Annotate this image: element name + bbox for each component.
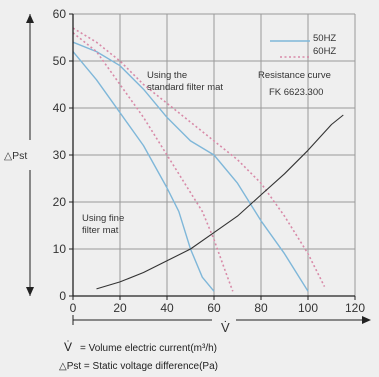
- y-tick-label-60: 60: [53, 7, 67, 21]
- footnote: V̇ = Volume electric current(m³/h) △Pst …: [59, 340, 218, 372]
- annotation-resistance-line1: Resistance curve: [258, 70, 331, 81]
- y-axis-label: △Pst: [4, 150, 27, 162]
- y-arrowhead-up: [26, 14, 34, 23]
- grid: [72, 13, 356, 297]
- footnote-pressure: △Pst = Static voltage difference(Pa): [59, 361, 218, 372]
- series-line-resistance-curve: [96, 114, 344, 290]
- series-line-fine-60hz: [72, 32, 234, 292]
- x-tick-label-0: 0: [70, 301, 77, 315]
- y-arrowhead-down: [26, 287, 34, 296]
- annotations: Using the standard filter mat Resistance…: [82, 70, 331, 236]
- footnote-volume: = Volume electric current(m³/h): [80, 343, 217, 354]
- axes: [26, 13, 371, 325]
- series-layer: [72, 27, 344, 292]
- annotation-resistance-line2: FK 6623.300: [269, 87, 323, 98]
- annotation-fine-filter-line2: filter mat: [82, 225, 119, 236]
- y-tick-label-50: 50: [53, 54, 67, 68]
- x-tick-label-60: 60: [207, 301, 221, 315]
- x-tick-label-80: 80: [254, 301, 268, 315]
- y-tick-label-20: 20: [53, 195, 67, 209]
- x-tick-label-120: 120: [345, 301, 365, 315]
- legend: 50HZ 60HZ: [270, 33, 336, 58]
- x-tick-label-20: 20: [113, 301, 127, 315]
- x-arrowhead-right: [362, 316, 371, 324]
- y-tick-label-30: 30: [53, 148, 67, 162]
- y-tick-label-40: 40: [53, 101, 67, 115]
- annotation-standard-filter-line2: standard filter mat: [147, 82, 223, 93]
- y-tick-label-0: 0: [59, 289, 66, 303]
- y-tick-label-10: 10: [53, 242, 67, 256]
- x-tick-label-40: 40: [160, 301, 174, 315]
- x-tick-label-100: 100: [298, 301, 318, 315]
- axis-labels: △Pst V̇: [4, 150, 230, 335]
- legend-label-60hz: 60HZ: [313, 46, 336, 57]
- series-line-fine-50hz: [72, 51, 215, 292]
- legend-label-50hz: 50HZ: [313, 33, 336, 44]
- footnote-symbol: V̇: [64, 340, 72, 354]
- tick-labels: 0 10 20 30 40 50 60 0 20 40 60 80 100 120: [53, 7, 366, 315]
- annotation-fine-filter-line1: Using fine: [82, 213, 124, 224]
- annotation-standard-filter-line1: Using the: [147, 70, 187, 81]
- series-line-standard-50hz: [72, 41, 309, 292]
- x-axis-label: V̇: [221, 320, 230, 335]
- series-line-standard-60hz: [72, 27, 326, 287]
